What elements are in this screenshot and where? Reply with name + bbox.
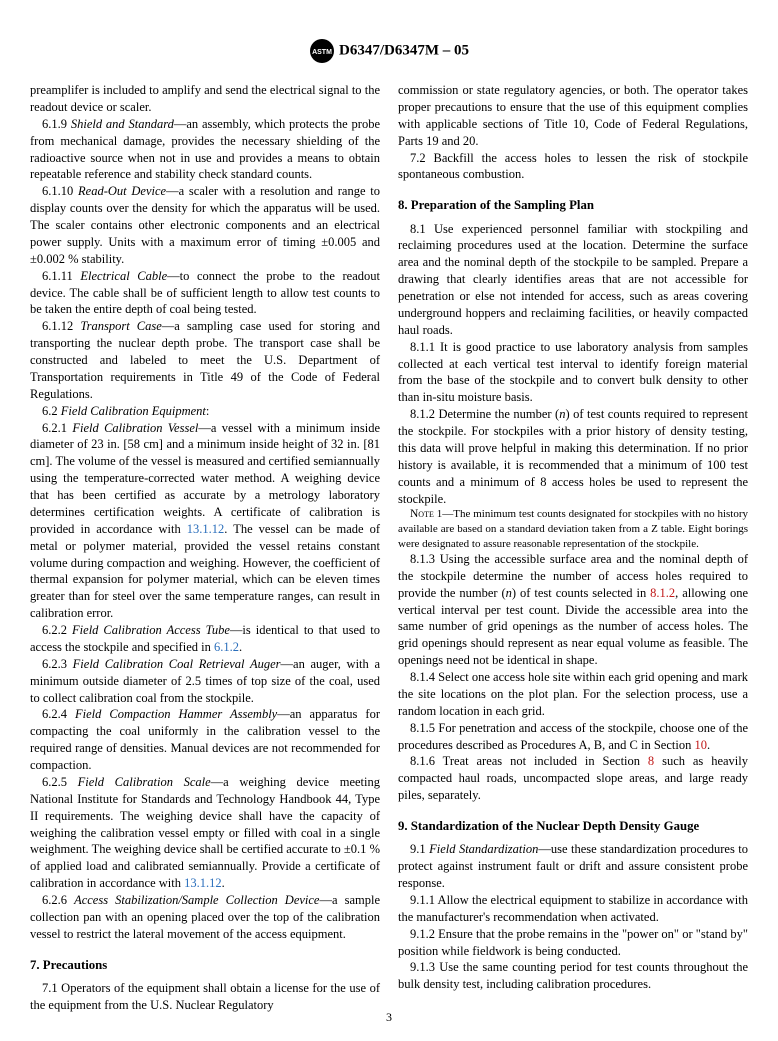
para-8-1-3: 8.1.3 Using the accessible surface area …	[398, 551, 748, 669]
section-9-heading: 9. Standardization of the Nuclear Depth …	[398, 818, 748, 835]
left-column: preamplifer is included to amplify and s…	[30, 82, 380, 1014]
section-7-heading: 7. Precautions	[30, 957, 380, 974]
svg-text:ASTM: ASTM	[312, 49, 332, 56]
para-6-1-11: 6.1.11 Electrical Cable—to connect the p…	[30, 268, 380, 319]
para-8-1: 8.1 Use experienced personnel familiar w…	[398, 221, 748, 339]
astm-logo-icon: ASTM	[309, 38, 335, 64]
para-9-1-1: 9.1.1 Allow the electrical equipment to …	[398, 892, 748, 926]
para-6-1-12: 6.1.12 Transport Case—a sampling case us…	[30, 318, 380, 402]
para-8-1-6: 8.1.6 Treat areas not included in Sectio…	[398, 753, 748, 804]
standard-id: D6347/D6347M – 05	[339, 42, 469, 58]
para-6-2-5: 6.2.5 Field Calibration Scale—a weighing…	[30, 774, 380, 892]
link-6-1-2[interactable]: 6.1.2	[214, 640, 239, 654]
link-13-1-12-a[interactable]: 13.1.12	[187, 522, 225, 536]
para-8-1-5: 8.1.5 For penetration and access of the …	[398, 720, 748, 754]
para-7-1: 7.1 Operators of the equipment shall obt…	[30, 980, 380, 1014]
right-column: commission or state regulatory agencies,…	[398, 82, 748, 1014]
para-6-2-1: 6.2.1 Field Calibration Vessel—a vessel …	[30, 420, 380, 623]
link-section-10[interactable]: 10	[694, 738, 707, 752]
para-7-2: 7.2 Backfill the access holes to lessen …	[398, 150, 748, 184]
para-8-1-1: 8.1.1 It is good practice to use laborat…	[398, 339, 748, 407]
page-header: ASTM D6347/D6347M – 05	[0, 0, 778, 82]
para-6-2-4: 6.2.4 Field Compaction Hammer Assembly—a…	[30, 706, 380, 774]
para-9-1-3: 9.1.3 Use the same counting period for t…	[398, 959, 748, 993]
para-preamplifier: preamplifer is included to amplify and s…	[30, 82, 380, 116]
page-number: 3	[0, 1010, 778, 1025]
para-6-2: 6.2 Field Calibration Equipment:	[30, 403, 380, 420]
note-1: Note 1—The minimum test counts designate…	[398, 507, 748, 551]
para-7-1-cont: commission or state regulatory agencies,…	[398, 82, 748, 150]
link-13-1-12-b[interactable]: 13.1.12	[184, 876, 222, 890]
link-8-1-2[interactable]: 8.1.2	[650, 586, 675, 600]
section-8-heading: 8. Preparation of the Sampling Plan	[398, 197, 748, 214]
para-6-2-2: 6.2.2 Field Calibration Access Tube—is i…	[30, 622, 380, 656]
para-6-1-10: 6.1.10 Read-Out Device—a scaler with a r…	[30, 183, 380, 267]
para-9-1: 9.1 Field Standardization—use these stan…	[398, 841, 748, 892]
para-6-2-6: 6.2.6 Access Stabilization/Sample Collec…	[30, 892, 380, 943]
para-8-1-4: 8.1.4 Select one access hole site within…	[398, 669, 748, 720]
para-6-1-9: 6.1.9 Shield and Standard—an assembly, w…	[30, 116, 380, 184]
para-8-1-2: 8.1.2 Determine the number (n) of test c…	[398, 406, 748, 507]
para-6-2-3: 6.2.3 Field Calibration Coal Retrieval A…	[30, 656, 380, 707]
para-9-1-2: 9.1.2 Ensure that the probe remains in t…	[398, 926, 748, 960]
